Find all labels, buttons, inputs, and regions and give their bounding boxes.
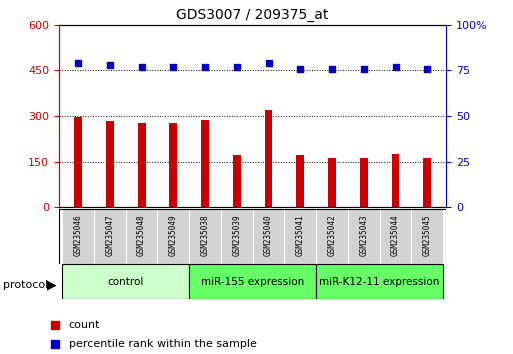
Bar xyxy=(62,209,94,264)
Point xyxy=(296,66,304,72)
Bar xyxy=(328,158,336,207)
Point xyxy=(233,64,241,69)
Point xyxy=(350,98,358,104)
Bar xyxy=(360,158,368,207)
Bar xyxy=(411,209,443,264)
Text: count: count xyxy=(69,320,100,330)
Text: miR-155 expression: miR-155 expression xyxy=(201,277,304,287)
Bar xyxy=(265,110,272,207)
Bar xyxy=(126,209,157,264)
Bar xyxy=(94,209,126,264)
Bar xyxy=(201,120,209,207)
Text: GSM235042: GSM235042 xyxy=(327,215,337,256)
Point xyxy=(74,60,82,66)
Bar xyxy=(233,155,241,207)
Text: ▶: ▶ xyxy=(47,279,57,291)
Bar xyxy=(157,209,189,264)
Text: GSM235048: GSM235048 xyxy=(137,215,146,256)
Point xyxy=(391,64,400,69)
Bar xyxy=(316,209,348,264)
Text: GSM235043: GSM235043 xyxy=(359,215,368,256)
Text: GSM235039: GSM235039 xyxy=(232,215,241,256)
Bar xyxy=(284,209,316,264)
Bar xyxy=(189,209,221,264)
Title: GDS3007 / 209375_at: GDS3007 / 209375_at xyxy=(176,8,329,22)
Bar xyxy=(62,264,189,299)
Bar xyxy=(221,209,253,264)
Point xyxy=(137,64,146,69)
Text: GSM235038: GSM235038 xyxy=(201,215,209,256)
Text: GSM235041: GSM235041 xyxy=(296,215,305,256)
Text: percentile rank within the sample: percentile rank within the sample xyxy=(69,339,256,349)
Point xyxy=(328,66,336,72)
Point xyxy=(201,64,209,69)
Bar xyxy=(348,209,380,264)
Bar xyxy=(169,123,177,207)
Text: GSM235044: GSM235044 xyxy=(391,215,400,256)
Bar xyxy=(316,264,443,299)
Point xyxy=(106,62,114,68)
Point xyxy=(423,66,431,72)
Bar xyxy=(189,264,316,299)
Bar xyxy=(137,122,146,207)
Bar xyxy=(391,154,400,207)
Bar xyxy=(74,117,82,207)
Bar xyxy=(423,159,431,207)
Bar xyxy=(253,209,284,264)
Text: GSM235046: GSM235046 xyxy=(73,215,83,256)
Bar xyxy=(106,121,114,207)
Point xyxy=(264,60,272,66)
Text: protocol: protocol xyxy=(3,280,48,290)
Text: GSM235047: GSM235047 xyxy=(105,215,114,256)
Point xyxy=(360,66,368,72)
Bar xyxy=(380,209,411,264)
Point xyxy=(169,64,177,69)
Bar xyxy=(297,155,304,207)
Text: GSM235045: GSM235045 xyxy=(423,215,432,256)
Point xyxy=(350,272,358,278)
Text: GSM235040: GSM235040 xyxy=(264,215,273,256)
Text: miR-K12-11 expression: miR-K12-11 expression xyxy=(320,277,440,287)
Text: control: control xyxy=(108,277,144,287)
Text: GSM235049: GSM235049 xyxy=(169,215,178,256)
